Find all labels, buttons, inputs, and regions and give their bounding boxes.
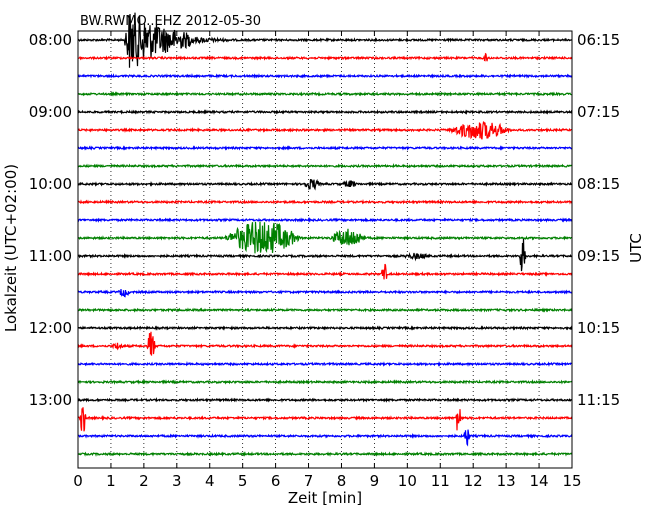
right-hour-labels: 06:15 07:15 08:15 09:15 10:15 11:15	[567, 31, 620, 409]
seismic-trace	[77, 121, 573, 140]
seismic-traces	[77, 12, 573, 457]
x-tick-label: 3	[172, 472, 182, 490]
x-tick-label: 0	[73, 472, 83, 490]
seismic-trace	[77, 109, 573, 115]
seismic-trace	[77, 163, 573, 169]
right-hour-label: 10:15	[577, 319, 620, 337]
left-hour-label: 09:00	[29, 103, 72, 121]
right-hour-label: 07:15	[577, 103, 620, 121]
seismic-trace	[77, 396, 573, 403]
seismic-trace	[77, 198, 573, 205]
x-tick-label: 9	[370, 472, 380, 490]
seismic-trace	[77, 145, 573, 151]
seismic-trace	[77, 263, 573, 280]
seismic-trace	[77, 238, 573, 272]
plot-frame	[77, 30, 573, 469]
right-hour-label: 09:15	[577, 247, 620, 265]
x-tick-label: 11	[431, 472, 450, 490]
x-tick-label: 7	[304, 472, 314, 490]
left-hour-label: 11:00	[29, 247, 72, 265]
seismic-trace	[77, 12, 573, 68]
x-tick-label: 13	[497, 472, 516, 490]
y-axis-label-left: Lokalzeit (UTC+02:00)	[2, 164, 20, 332]
x-tick-label: 4	[205, 472, 215, 490]
seismic-trace	[78, 451, 573, 457]
seismic-trace	[77, 331, 573, 356]
x-tick-label: 12	[464, 472, 483, 490]
seismic-trace	[77, 407, 573, 432]
seismic-trace	[77, 91, 573, 97]
seismic-trace	[77, 178, 573, 191]
y-axis-label-right: UTC	[627, 233, 645, 263]
x-tick-label: 2	[139, 472, 149, 490]
right-hour-label: 08:15	[577, 175, 620, 193]
chart-title: BW.RWMO..EHZ 2012-05-30	[80, 14, 261, 29]
seismic-trace	[77, 52, 573, 62]
seismic-trace	[77, 217, 573, 224]
x-tick-label: 14	[530, 472, 549, 490]
seismic-trace	[77, 379, 573, 385]
x-tick-label: 5	[238, 472, 248, 490]
x-tick-label: 8	[337, 472, 347, 490]
seismic-trace	[77, 221, 573, 254]
seismic-trace	[77, 360, 573, 367]
left-hour-label: 13:00	[29, 391, 72, 409]
seismic-trace	[77, 288, 573, 298]
seismic-trace	[77, 325, 573, 331]
left-hour-label: 12:00	[29, 319, 72, 337]
seismic-trace	[78, 307, 573, 313]
left-hour-label: 10:00	[29, 175, 72, 193]
right-hour-label: 06:15	[577, 31, 620, 49]
seismic-trace	[77, 429, 573, 447]
x-axis-ticks: 0 1 2 3 4 5 6 7 8 9 10 11 12 13 14 15	[73, 31, 582, 490]
left-hour-label: 08:00	[29, 31, 72, 49]
right-hour-label: 11:15	[577, 391, 620, 409]
x-gridlines	[110, 31, 540, 468]
x-axis-label: Zeit [min]	[288, 489, 362, 507]
left-hour-labels: 08:00 09:00 10:00 11:00 12:00 13:00	[29, 31, 83, 409]
x-tick-label: 10	[398, 472, 417, 490]
x-tick-label: 15	[562, 472, 581, 490]
seismic-trace	[77, 73, 573, 79]
x-tick-label: 1	[106, 472, 116, 490]
x-tick-label: 6	[271, 472, 281, 490]
